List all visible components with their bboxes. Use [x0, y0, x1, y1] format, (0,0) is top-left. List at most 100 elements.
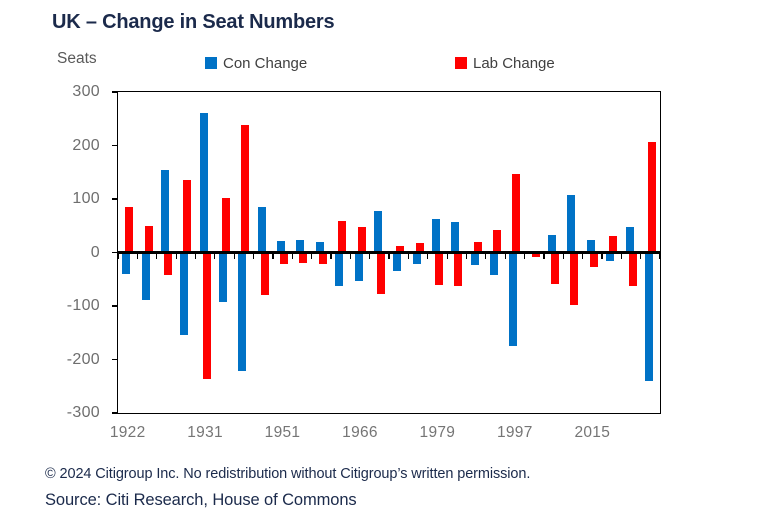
- bar-lab-1929: [183, 179, 192, 254]
- x-axis-tick: [349, 253, 351, 259]
- y-axis-tick: [112, 251, 118, 254]
- x-axis-tick: [194, 253, 197, 259]
- bar-con-1924: [160, 170, 169, 254]
- bar-con-1923: [141, 252, 150, 300]
- x-axis-tick: [369, 253, 371, 259]
- bar-con-1950: [257, 207, 266, 254]
- y-axis-unit-label: Seats: [57, 50, 97, 67]
- bar-lab-1922: [125, 207, 134, 254]
- bar-lab-2024: [647, 141, 656, 254]
- bar-con-2017: [606, 252, 615, 261]
- x-axis-tick-label: 2015: [574, 424, 611, 441]
- bar-lab-2010: [570, 252, 579, 306]
- bar-lab-1923: [144, 226, 153, 254]
- con-series-swatch-icon: [205, 57, 217, 69]
- x-axis-tick: [523, 253, 526, 259]
- bar-lab-2015: [589, 252, 598, 268]
- y-axis-tick-label: 0: [90, 243, 100, 261]
- bar-con-1929: [180, 252, 189, 335]
- x-axis-tick: [388, 253, 390, 259]
- bar-con-2005: [548, 235, 556, 254]
- x-axis-tick-label: 1966: [342, 424, 378, 441]
- bar-con-1987: [470, 252, 479, 265]
- x-axis-tick: [446, 253, 448, 259]
- bar-con-2019: [625, 226, 634, 254]
- bar-lab-2017: [609, 236, 618, 254]
- x-axis-zero-line: [118, 251, 660, 254]
- y-axis-tick-label: 100: [72, 190, 100, 207]
- x-axis-tick: [407, 253, 410, 259]
- y-axis-tick: [112, 412, 118, 414]
- bar-con-1997: [509, 252, 518, 346]
- bar-con-1992: [490, 252, 498, 275]
- x-axis-tick: [156, 253, 158, 259]
- x-axis-tick: [311, 253, 313, 259]
- x-axis-tick: [640, 253, 642, 259]
- bar-con-1951: [277, 241, 285, 254]
- bar-lab-1974-feb: [396, 245, 405, 254]
- legend-label-lab: Lab Change: [473, 54, 555, 72]
- x-axis-tick-label: 1922: [109, 424, 146, 441]
- x-axis-tick: [330, 253, 332, 259]
- bar-lab-1964: [338, 220, 347, 254]
- x-axis-tick-label: 1951: [264, 424, 301, 441]
- bar-lab-1983: [454, 252, 463, 286]
- bar-lab-2001: [531, 252, 540, 257]
- bar-con-1959: [315, 241, 324, 254]
- bar-lab-1974-oct: [415, 242, 424, 254]
- x-axis-tick-label: 1997: [496, 424, 533, 441]
- bar-lab-1966: [357, 227, 366, 254]
- x-axis-tick: [175, 253, 177, 259]
- x-axis-tick-label: 1979: [419, 424, 456, 441]
- x-axis-tick: [601, 253, 603, 259]
- bar-lab-1951: [280, 252, 288, 265]
- bar-con-1974-oct: [412, 252, 421, 265]
- bar-con-1970: [373, 211, 382, 254]
- x-axis-tick: [291, 253, 293, 259]
- legend-label-con: Con Change: [223, 54, 308, 72]
- x-axis-tick: [214, 253, 216, 259]
- lab-series-swatch-icon: [455, 57, 467, 69]
- legend-item-con: Con Change: [205, 54, 308, 72]
- footer-source: Source: Citi Research, House of Commons: [45, 491, 357, 509]
- bar-con-1935: [219, 252, 227, 302]
- bar-con-1966: [354, 252, 363, 281]
- bar-lab-1992: [493, 230, 501, 254]
- bar-con-1983: [451, 221, 460, 254]
- bar-lab-1987: [473, 241, 482, 254]
- bar-con-1931: [199, 113, 208, 254]
- y-axis-tick-label: -300: [66, 404, 100, 421]
- bar-con-1922: [122, 252, 131, 274]
- chart-title: UK – Change in Seat Numbers: [52, 11, 335, 33]
- y-axis-tick-label: -200: [66, 350, 100, 368]
- bar-con-1979: [431, 219, 440, 254]
- x-axis-tick: [252, 253, 255, 259]
- y-axis-tick-label: 200: [72, 136, 100, 154]
- bar-lab-1924: [163, 252, 172, 275]
- bar-lab-2005: [551, 252, 559, 284]
- bar-con-1964: [335, 252, 344, 287]
- x-axis-tick: [272, 253, 274, 259]
- y-axis-tick: [112, 305, 118, 307]
- bar-lab-1997: [512, 174, 521, 254]
- x-axis-tick: [504, 253, 506, 259]
- bar-con-2024: [644, 252, 653, 381]
- legend-item-lab: Lab Change: [455, 54, 555, 72]
- bar-lab-1959: [318, 252, 327, 264]
- y-axis-tick: [112, 144, 118, 147]
- bar-con-2015: [586, 239, 595, 254]
- bar-lab-2019: [628, 252, 637, 286]
- bar-con-2010: [567, 194, 576, 254]
- x-axis-tick: [136, 253, 139, 259]
- bar-con-1974-feb: [393, 252, 402, 272]
- x-axis-tick-label: 1931: [187, 424, 223, 441]
- bar-lab-1935: [222, 197, 230, 254]
- y-axis-tick-label: 300: [72, 83, 100, 100]
- x-axis-tick: [233, 253, 235, 259]
- bar-lab-1955: [299, 252, 308, 264]
- x-axis-tick: [659, 253, 661, 259]
- x-axis-tick: [543, 253, 545, 259]
- x-axis-tick: [582, 253, 584, 259]
- x-axis-tick: [465, 253, 468, 259]
